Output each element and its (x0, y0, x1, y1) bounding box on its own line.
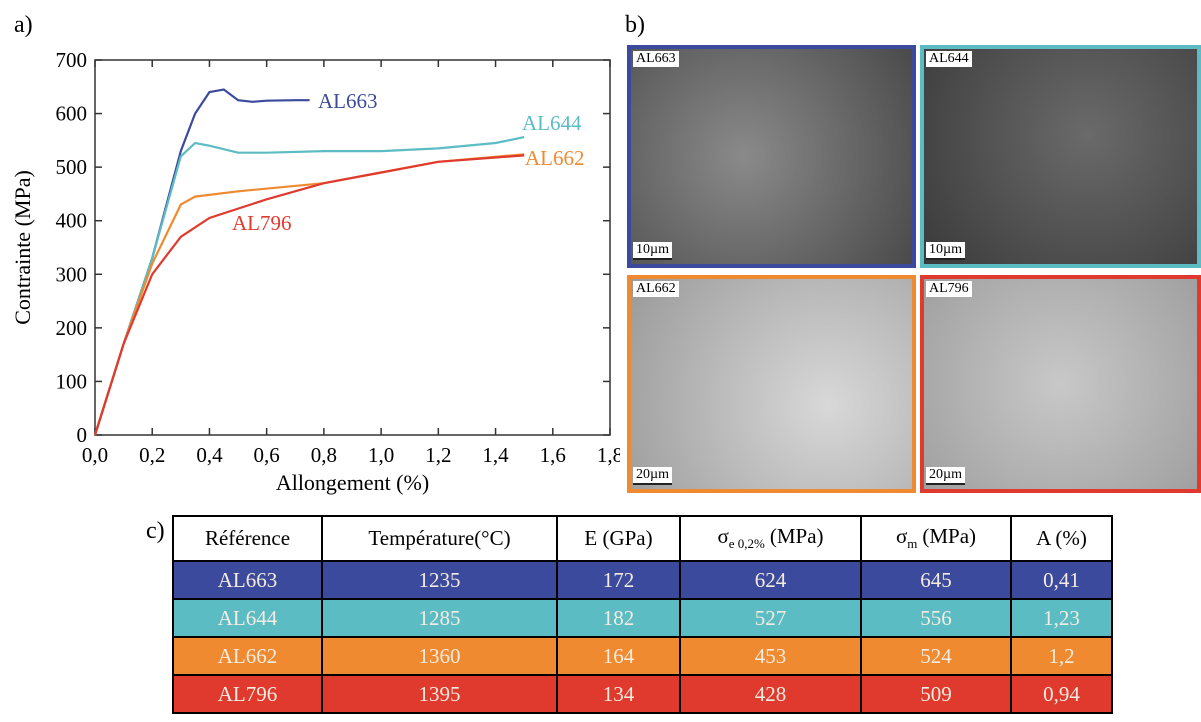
scale-bar: 20µm (926, 467, 965, 485)
table-cell: 182 (556, 598, 681, 638)
micrograph: AL644 10µm (920, 45, 1201, 268)
table-cell: 453 (679, 636, 862, 676)
table-cell: 164 (556, 636, 681, 676)
header-cell: E (GPa) (556, 515, 681, 562)
scale-bar: 20µm (633, 467, 672, 485)
y-tick-label: 200 (56, 316, 88, 340)
series-label: AL662 (525, 146, 585, 170)
table-cell: 0,41 (1010, 560, 1113, 600)
header-text: E (GPa) (584, 526, 653, 550)
header-text: σ (717, 524, 729, 549)
table-cell: 1,2 (1010, 636, 1113, 676)
micrograph: AL663 10µm (627, 45, 916, 268)
header-cell: Température(°C) (321, 515, 558, 562)
series-line (93, 88, 310, 436)
y-tick-label: 500 (56, 155, 88, 179)
micrograph: AL662 20µm (627, 275, 916, 493)
table-row: AL796 1395 134 428 509 0,94 (172, 674, 1113, 714)
x-axis-label: Allongement (%) (276, 470, 429, 495)
micrograph: AL796 20µm (920, 275, 1201, 493)
table-cell: 527 (679, 598, 862, 638)
y-tick-label: 0 (77, 423, 88, 447)
header-cell: Référence (172, 515, 323, 562)
micrograph-label: AL796 (926, 281, 972, 297)
table-cell: AL644 (172, 598, 323, 638)
series-label: AL644 (522, 111, 582, 135)
series-line (93, 136, 525, 436)
chart: 0 100 200 300 400 500 600 700 0,0 0,2 0,4 0,6 0,8 1,0… (10, 48, 620, 495)
x-tick-label: 0,4 (196, 443, 223, 467)
table-cell: 134 (556, 674, 681, 714)
panel-label: a) (14, 12, 33, 38)
table-cell: 1395 (321, 674, 558, 714)
header-text: A (%) (1036, 526, 1087, 550)
header-cell: σm (MPa) (860, 515, 1012, 562)
header-cell: σe 0,2% (MPa) (679, 515, 862, 562)
table-row: AL644 1285 182 527 556 1,23 (172, 598, 1113, 638)
header-text: σ (895, 524, 908, 549)
series-line (93, 154, 525, 436)
table-cell: 1360 (321, 636, 558, 676)
series-label: AL796 (232, 211, 292, 235)
table-cell: 645 (860, 560, 1012, 600)
x-tick-label: 0,2 (139, 443, 165, 467)
table-cell: 624 (679, 560, 862, 600)
series-label: AL663 (318, 89, 378, 113)
header-text: Température(°C) (368, 526, 511, 550)
panel-label: c) (146, 518, 165, 544)
table-cell: 0,94 (1010, 674, 1113, 714)
table-cell: 428 (679, 674, 862, 714)
table-cell: 1285 (321, 598, 558, 638)
y-tick-label: 600 (56, 102, 88, 126)
header-unit: (MPa) (769, 524, 824, 549)
series-line (93, 153, 525, 436)
header-unit: (MPa) (922, 524, 977, 549)
table-cell: 172 (556, 560, 681, 600)
y-tick-label: 300 (56, 262, 88, 286)
micrograph-label: AL662 (633, 281, 679, 297)
table-cell: 1,23 (1010, 598, 1113, 638)
header-subscript: m (907, 536, 918, 552)
table-cell: AL663 (172, 560, 323, 600)
panel-label: b) (625, 12, 645, 38)
scale-bar: 10µm (633, 242, 672, 260)
header-text: Référence (204, 526, 291, 550)
y-tick-label: 700 (56, 48, 88, 72)
scale-bar: 10µm (926, 242, 965, 260)
x-tick-label: 1,8 (597, 443, 620, 467)
header-subscript: e 0,2% (728, 536, 765, 552)
plot-frame (94, 59, 611, 436)
y-axis-label: Contrainte (MPa) (10, 170, 35, 325)
x-tick-label: 1,4 (482, 443, 509, 467)
y-tick-label: 400 (56, 209, 88, 233)
x-tick-label: 1,0 (368, 443, 394, 467)
table-row: AL662 1360 164 453 524 1,2 (172, 636, 1113, 676)
table-cell: 556 (860, 598, 1012, 638)
y-tick-label: 100 (56, 369, 88, 393)
x-tick-label: 0,6 (254, 443, 280, 467)
table-cell: 524 (860, 636, 1012, 676)
x-tick-label: 0,8 (311, 443, 337, 467)
table-row: AL663 1235 172 624 645 0,41 (172, 560, 1113, 600)
header-cell: A (%) (1010, 515, 1113, 562)
table: Référence Température(°C) E (GPa) σe 0,2% (M… (172, 515, 1113, 714)
x-tick-label: 0,0 (82, 443, 108, 467)
x-tick-label: 1,2 (425, 443, 451, 467)
table-cell: AL796 (172, 674, 323, 714)
micrograph-label: AL644 (926, 51, 972, 67)
micrograph-label: AL663 (633, 51, 679, 67)
table-cell: AL662 (172, 636, 323, 676)
table-cell: 509 (860, 674, 1012, 714)
x-tick-label: 1,6 (540, 443, 566, 467)
table-cell: 1235 (321, 560, 558, 600)
header-row: Référence Température(°C) E (GPa) σe 0,2% (M… (172, 515, 1113, 562)
